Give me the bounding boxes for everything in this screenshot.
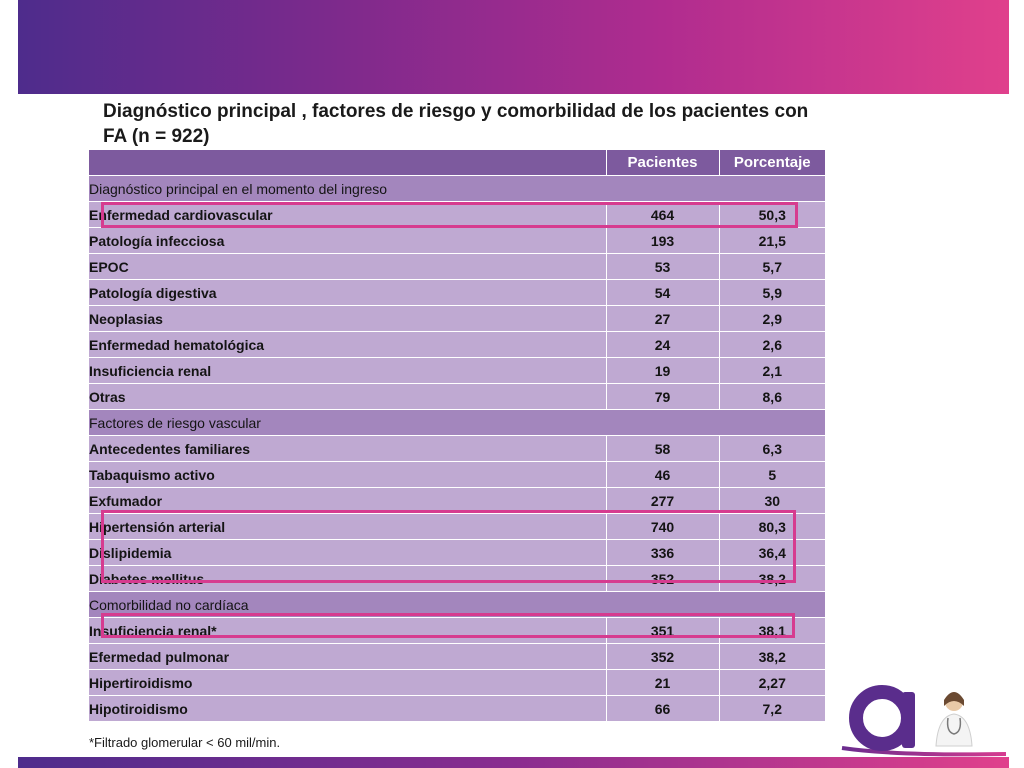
table-row: Insuficiencia renal* 351 38,1	[89, 617, 825, 644]
table-row: Enfermedad cardiovascular 464 50,3	[89, 201, 825, 228]
section-header-row: Factores de riesgo vascular	[89, 409, 825, 436]
row-percent: 50,3	[718, 201, 825, 228]
letter-a-logo-with-doctor-icon	[841, 685, 1007, 757]
row-patients: 24	[605, 331, 719, 358]
row-patients: 336	[605, 539, 719, 566]
page-title: Diagnóstico principal , factores de ries…	[103, 101, 809, 147]
row-label: Insuficiencia renal*	[89, 617, 606, 644]
header-percent: Porcentaje	[718, 150, 825, 176]
row-label: Diabetes mellitus	[89, 565, 606, 592]
row-percent: 5	[718, 461, 825, 488]
row-percent: 5,7	[718, 253, 825, 280]
table-row: EPOC 53 5,7	[89, 253, 825, 280]
row-percent: 38,2	[718, 643, 825, 670]
table-row: Hipertensión arterial 740 80,3	[89, 513, 825, 540]
footer-bar	[18, 757, 1009, 768]
row-percent: 80,3	[718, 513, 825, 540]
row-patients: 27	[605, 305, 719, 332]
row-percent: 5,9	[718, 279, 825, 306]
table-row: Exfumador 277 30	[89, 487, 825, 514]
table-row: Otras 79 8,6	[89, 383, 825, 410]
section-header-row: Diagnóstico principal en el momento del …	[89, 175, 825, 202]
header-banner	[18, 0, 1009, 94]
row-patients: 66	[605, 695, 719, 722]
table-row: Tabaquismo activo 46 5	[89, 461, 825, 488]
row-patients: 46	[605, 461, 719, 488]
row-percent: 36,4	[718, 539, 825, 566]
table-row: Patología infecciosa 193 21,5	[89, 227, 825, 254]
row-patients: 79	[605, 383, 719, 410]
data-table: Pacientes Porcentaje Diagnóstico princip…	[89, 150, 825, 722]
table-row: Hipotiroidismo 66 7,2	[89, 695, 825, 722]
row-patients: 53	[605, 253, 719, 280]
row-percent: 2,6	[718, 331, 825, 358]
table-row: Enfermedad hematológica 24 2,6	[89, 331, 825, 358]
row-percent: 6,3	[718, 435, 825, 462]
row-patients: 58	[605, 435, 719, 462]
table-row: Hipertiroidismo 21 2,27	[89, 669, 825, 696]
row-label: Insuficiencia renal	[89, 357, 606, 384]
footnote: *Filtrado glomerular < 60 mil/min.	[89, 735, 281, 750]
row-patients: 21	[605, 669, 719, 696]
row-label: Patología infecciosa	[89, 227, 606, 254]
section-header-row: Comorbilidad no cardíaca	[89, 591, 825, 618]
row-label: Enfermedad hematológica	[89, 331, 606, 358]
row-patients: 352	[605, 643, 719, 670]
row-patients: 740	[605, 513, 719, 540]
row-label: Enfermedad cardiovascular	[89, 201, 606, 228]
row-percent: 21,5	[718, 227, 825, 254]
row-label: Antecedentes familiares	[89, 435, 606, 462]
row-label: Tabaquismo activo	[89, 461, 606, 488]
table-row: Insuficiencia renal 19 2,1	[89, 357, 825, 384]
row-label: Otras	[89, 383, 606, 410]
section-heading: Factores de riesgo vascular	[89, 409, 825, 436]
header-empty-cell	[89, 150, 606, 176]
row-label: Exfumador	[89, 487, 606, 514]
row-patients: 464	[605, 201, 719, 228]
header-patients: Pacientes	[605, 150, 719, 176]
row-percent: 7,2	[718, 695, 825, 722]
row-label: Dislipidemia	[89, 539, 606, 566]
row-percent: 30	[718, 487, 825, 514]
table-row: Diabetes mellitus 352 38,2	[89, 565, 825, 592]
section-heading: Diagnóstico principal en el momento del …	[89, 175, 825, 202]
table-row: Dislipidemia 336 36,4	[89, 539, 825, 566]
row-percent: 38,2	[718, 565, 825, 592]
table-row: Patología digestiva 54 5,9	[89, 279, 825, 306]
row-percent: 2,9	[718, 305, 825, 332]
table-row: Neoplasias 27 2,9	[89, 305, 825, 332]
row-percent: 2,27	[718, 669, 825, 696]
table-row: Antecedentes familiares 58 6,3	[89, 435, 825, 462]
row-label: EPOC	[89, 253, 606, 280]
row-label: Efermedad pulmonar	[89, 643, 606, 670]
table-row: Efermedad pulmonar 352 38,2	[89, 643, 825, 670]
row-label: Patología digestiva	[89, 279, 606, 306]
row-percent: 2,1	[718, 357, 825, 384]
row-patients: 54	[605, 279, 719, 306]
section-heading: Comorbilidad no cardíaca	[89, 591, 825, 618]
row-label: Hipotiroidismo	[89, 695, 606, 722]
row-percent: 8,6	[718, 383, 825, 410]
table-header-row: Pacientes Porcentaje	[89, 150, 825, 176]
row-label: Hipertiroidismo	[89, 669, 606, 696]
row-percent: 38,1	[718, 617, 825, 644]
row-patients: 193	[605, 227, 719, 254]
row-label: Hipertensión arterial	[89, 513, 606, 540]
row-label: Neoplasias	[89, 305, 606, 332]
row-patients: 352	[605, 565, 719, 592]
row-patients: 351	[605, 617, 719, 644]
row-patients: 19	[605, 357, 719, 384]
row-patients: 277	[605, 487, 719, 514]
